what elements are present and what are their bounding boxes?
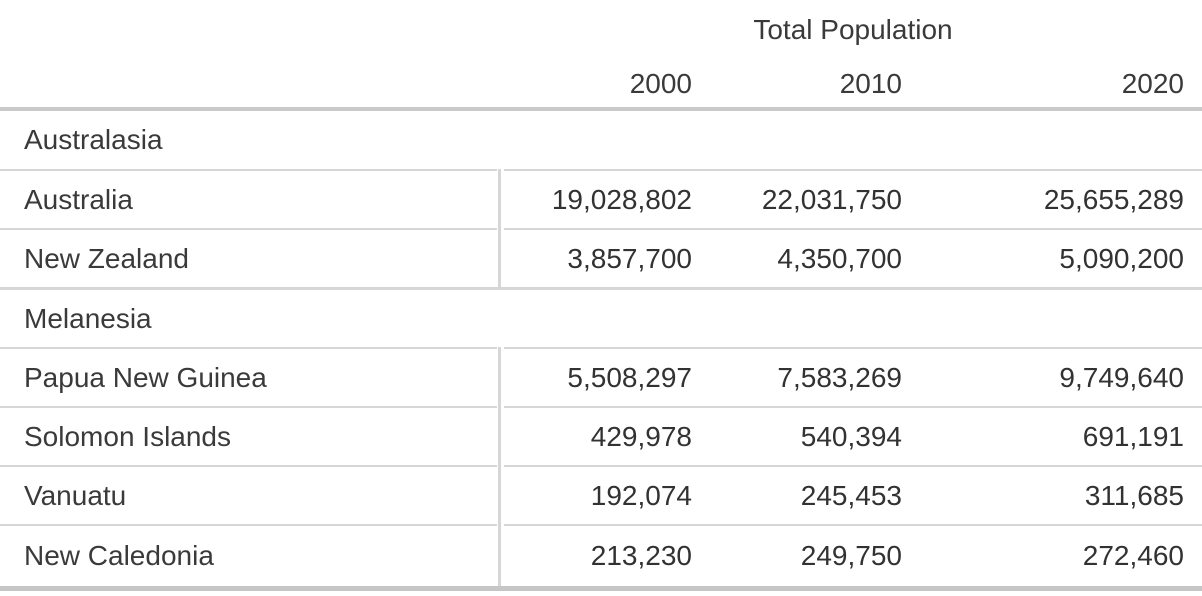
table-row: Australia 19,028,802 22,031,750 25,655,289	[0, 171, 1202, 228]
population-value: 192,074	[590, 479, 692, 511]
column-header-2010: 2010	[839, 67, 902, 99]
column-divider	[498, 169, 501, 287]
row-separator-right-segment	[504, 347, 1202, 349]
section-header-row: Australasia	[0, 111, 1202, 169]
population-value: 249,750	[800, 540, 902, 571]
country-name: Papua New Guinea	[24, 361, 267, 393]
table-row: New Caledonia 213,230 249,750 272,460	[0, 526, 1202, 586]
row-separator-left-segment	[0, 406, 497, 408]
section-header-row: Melanesia	[0, 290, 1202, 347]
section-separator	[0, 287, 1202, 290]
row-separator-right-segment	[504, 406, 1202, 408]
population-value: 540,394	[800, 420, 902, 452]
table-row: Papua New Guinea 5,508,297 7,583,269 9,749,…	[0, 349, 1202, 406]
population-value: 4,350,700	[777, 242, 902, 274]
column-header-2000: 2000	[629, 67, 692, 99]
row-separator	[0, 465, 1202, 467]
country-name: Vanuatu	[24, 479, 127, 511]
row-separator	[0, 524, 1202, 526]
population-value: 245,453	[800, 479, 902, 511]
population-value: 22,031,750	[761, 183, 902, 215]
year-header-row: 2000 2010 2020	[0, 60, 1202, 107]
table-row: New Zealand 3,857,700 4,350,700 5,090,200	[0, 230, 1202, 287]
population-value: 5,508,297	[567, 361, 692, 393]
column-header-2020: 2020	[1121, 67, 1184, 99]
header-rule	[0, 107, 1202, 111]
population-value: 7,583,269	[777, 361, 902, 393]
row-separator-left-segment	[0, 347, 497, 349]
row-separator-left-segment	[0, 228, 497, 230]
population-value: 311,685	[1084, 479, 1184, 511]
column-divider	[498, 347, 501, 586]
population-value: 213,230	[590, 540, 692, 571]
table-row: Vanuatu 192,074 245,453 311,685	[0, 467, 1202, 524]
row-separator	[0, 406, 1202, 408]
row-separator	[0, 169, 1202, 171]
country-name: Australia	[24, 183, 133, 215]
country-name: New Zealand	[24, 242, 189, 274]
population-value: 25,655,289	[1043, 183, 1184, 215]
row-separator	[0, 347, 1202, 349]
population-value: 19,028,802	[551, 183, 692, 215]
population-value: 429,978	[590, 420, 692, 452]
row-separator-left-segment	[0, 169, 497, 171]
row-separator-left-segment	[0, 524, 497, 526]
population-value: 9,749,640	[1059, 361, 1184, 393]
table-header-row: Total Population	[0, 0, 1202, 60]
table-body: Australasia Australia 19,028,802 22,031,750…	[0, 111, 1202, 586]
row-separator-right-segment	[504, 169, 1202, 171]
section-name: Australasia	[24, 124, 163, 155]
row-separator-right-segment	[504, 465, 1202, 467]
row-separator	[0, 228, 1202, 230]
country-name: Solomon Islands	[24, 420, 232, 452]
population-value: 3,857,700	[567, 242, 692, 274]
section-name: Melanesia	[24, 302, 152, 334]
row-separator-right-segment	[504, 228, 1202, 230]
population-value: 691,191	[1082, 420, 1184, 452]
table-row: Solomon Islands 429,978 540,394 691,191	[0, 408, 1202, 465]
bottom-rule	[0, 586, 1202, 591]
population-value: 272,460	[1082, 540, 1184, 571]
row-separator-left-segment	[0, 465, 497, 467]
country-name: New Caledonia	[24, 540, 214, 571]
table-title: Total Population	[753, 14, 953, 45]
population-value: 5,090,200	[1059, 242, 1184, 274]
row-separator-right-segment	[504, 524, 1202, 526]
